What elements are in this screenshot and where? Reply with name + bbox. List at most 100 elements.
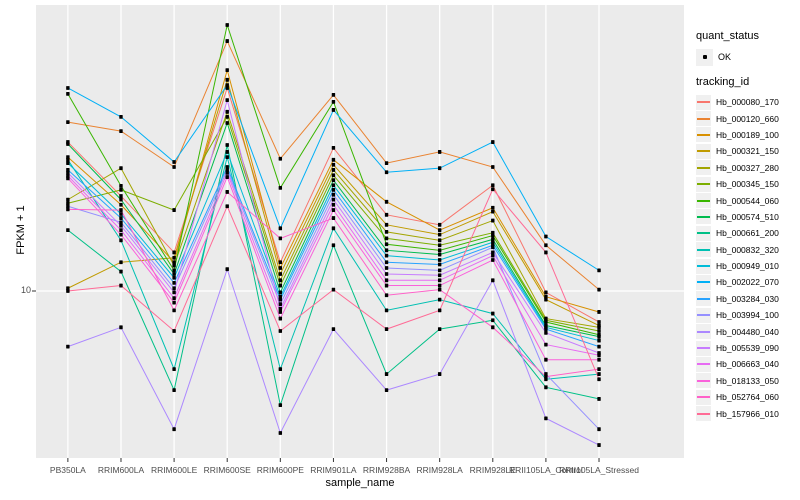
data-point (66, 197, 70, 202)
data-point (331, 178, 336, 183)
data-point (172, 388, 176, 393)
data-point (172, 263, 176, 268)
data-point (278, 290, 283, 295)
data-point (278, 306, 283, 311)
data-points (66, 23, 601, 447)
data-point (172, 260, 176, 265)
data-point (172, 290, 176, 295)
data-point (437, 222, 442, 227)
legend-key-line (697, 215, 710, 218)
data-point (172, 329, 176, 333)
data-point (278, 278, 283, 283)
data-point (331, 208, 336, 212)
data-point (119, 114, 123, 119)
legend-key-swatch (696, 242, 711, 258)
legend-key-swatch (696, 143, 711, 159)
legend-key-box (696, 48, 713, 66)
data-point (597, 310, 601, 314)
data-point (119, 228, 123, 232)
data-point (544, 320, 548, 324)
legend-item-tracking: Hb_000189_100 (696, 127, 779, 143)
legend-item-label: Hb_000832_320 (716, 244, 779, 255)
data-point (437, 268, 442, 273)
legend-item-label: Hb_000345_150 (716, 179, 779, 190)
legend-key-line (697, 199, 710, 202)
data-point (172, 208, 176, 212)
legend-key-line (697, 248, 710, 251)
data-point (119, 208, 123, 212)
legend-item-label: Hb_003284_030 (716, 293, 779, 304)
legend-item-tracking: Hb_018133_050 (696, 373, 779, 389)
data-point (225, 204, 229, 209)
data-point (119, 269, 123, 274)
data-point (331, 168, 336, 172)
legend-item-label: Hb_157966_010 (716, 408, 779, 419)
data-point (278, 226, 283, 231)
data-point (119, 212, 123, 216)
data-point (437, 252, 442, 257)
data-point (331, 202, 336, 207)
legend-key-line (697, 166, 710, 169)
legend-key-swatch (696, 258, 711, 274)
data-point (491, 140, 495, 144)
data-point (225, 155, 229, 160)
legend-item-ok-label: OK (718, 52, 732, 62)
legend-key-swatch (696, 324, 711, 340)
data-point (119, 197, 123, 202)
legend-title-tracking-id: tracking_id (696, 76, 750, 88)
data-point (597, 334, 601, 339)
data-point (491, 237, 495, 242)
data-point (384, 170, 389, 175)
y-axis-title: FPKM + 1 (15, 205, 27, 255)
data-point (491, 318, 495, 323)
data-point (597, 443, 601, 447)
data-point (437, 262, 442, 267)
legend-item-tracking: Hb_002022_070 (696, 274, 779, 290)
data-point (597, 268, 601, 273)
data-point (119, 194, 123, 198)
legend-key-line (697, 412, 710, 415)
legend-item-tracking: Hb_000327_280 (696, 160, 779, 176)
legend-key-swatch (696, 406, 711, 422)
legend-item-label: Hb_005539_090 (716, 343, 779, 354)
data-point (544, 385, 548, 390)
data-point (278, 329, 283, 333)
data-point (331, 157, 336, 162)
data-point (225, 77, 229, 82)
legend-key-swatch (696, 291, 711, 307)
data-point (597, 287, 601, 292)
legend-key-swatch (696, 274, 711, 290)
legend-key-line (697, 314, 710, 317)
legend-item-ok: OK (696, 48, 731, 66)
data-point (66, 161, 70, 166)
data-point (66, 120, 70, 125)
data-point (491, 258, 495, 262)
legend-key-swatch (696, 176, 711, 192)
legend-item-label: Hb_000080_170 (716, 97, 779, 108)
legend-key-line (697, 347, 710, 350)
legend-item-tracking: Hb_004480_040 (696, 323, 779, 340)
data-point (437, 283, 442, 288)
data-point (384, 199, 389, 204)
legend-item-label: Hb_052764_060 (716, 392, 779, 403)
data-point (278, 403, 283, 407)
data-point (384, 236, 389, 241)
data-point (172, 286, 176, 291)
legend-key-swatch (696, 356, 711, 372)
data-point (119, 223, 123, 228)
data-point (491, 325, 495, 330)
data-point (491, 240, 495, 245)
legend-item-tracking: Hb_000120_660 (696, 110, 779, 127)
legend-key-line (697, 232, 710, 235)
x-axis-title: sample_name (325, 477, 395, 489)
legend-item-label: Hb_000120_660 (716, 113, 779, 124)
legend-key-line (697, 330, 710, 333)
data-point (384, 253, 389, 258)
data-point (597, 367, 601, 372)
data-point (225, 170, 229, 175)
legend-key-swatch (696, 94, 711, 110)
data-point (278, 367, 283, 372)
x-tick-label: RRIM928BA (362, 465, 411, 475)
